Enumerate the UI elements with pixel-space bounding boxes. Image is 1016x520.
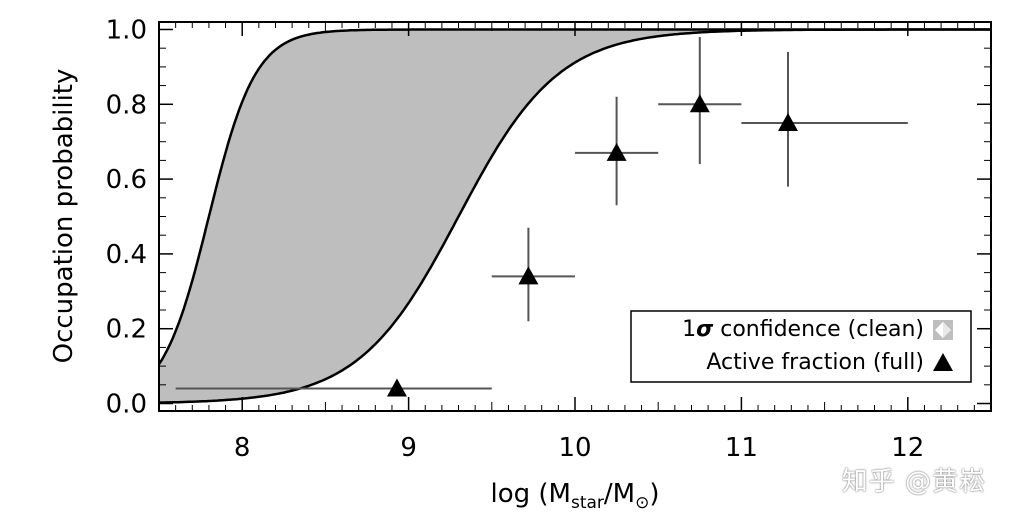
x-tick-label: 10 (558, 433, 591, 463)
data-point-triangle (386, 378, 407, 397)
watermark: 知乎 @黄崧 (841, 467, 986, 497)
y-tick-label: 0.6 (106, 165, 147, 195)
x-axis-label-end: ) (649, 479, 659, 509)
data-point-triangle (606, 142, 627, 161)
y-tick-label: 0.4 (106, 240, 147, 270)
x-axis-label-sub: star (571, 493, 604, 513)
y-tick-label: 0.8 (106, 90, 147, 120)
confidence-band-fill (159, 29, 991, 403)
legend: 1σ confidence (clean) Active fraction (f… (630, 310, 972, 383)
legend-entry-confidence-label: 1σ confidence (clean) (682, 317, 924, 342)
x-tick-label: 11 (725, 433, 758, 463)
legend-entry-confidence-sigma: σ (696, 317, 714, 342)
data-point-triangle (518, 266, 539, 285)
x-axis-label-main: log (M (490, 479, 570, 509)
x-axis-label: log (Mstar/M⊙) (490, 479, 659, 513)
x-axis-ticks: 8 9 10 11 12 (158, 22, 992, 463)
y-axis-ticks: 0.0 0.2 0.4 0.6 0.8 1.0 (106, 15, 991, 420)
legend-box (630, 310, 972, 383)
y-axis-label: Occupation probability (49, 69, 79, 364)
data-point-triangle (777, 112, 798, 131)
x-tick-label: 8 (234, 433, 251, 463)
x-tick-label: 9 (400, 433, 417, 463)
legend-marker-active-triangle-icon (933, 353, 953, 371)
x-axis-label-mid: /M (604, 479, 635, 509)
x-axis-label-sym: ⊙ (635, 493, 649, 513)
legend-entry-confidence-prefix: 1 (682, 317, 696, 342)
y-tick-label: 1.0 (106, 15, 147, 45)
legend-entry-confidence-rest: confidence (clean) (713, 317, 924, 342)
y-tick-label: 0.0 (106, 390, 147, 420)
y-tick-label: 0.2 (106, 315, 147, 345)
data-point-triangle (689, 94, 710, 113)
legend-entry-active-label: Active fraction (full) (706, 350, 924, 375)
x-tick-label: 12 (891, 433, 924, 463)
legend-marker-confidence (933, 320, 953, 340)
data-points (386, 94, 798, 397)
confidence-band (159, 29, 991, 403)
